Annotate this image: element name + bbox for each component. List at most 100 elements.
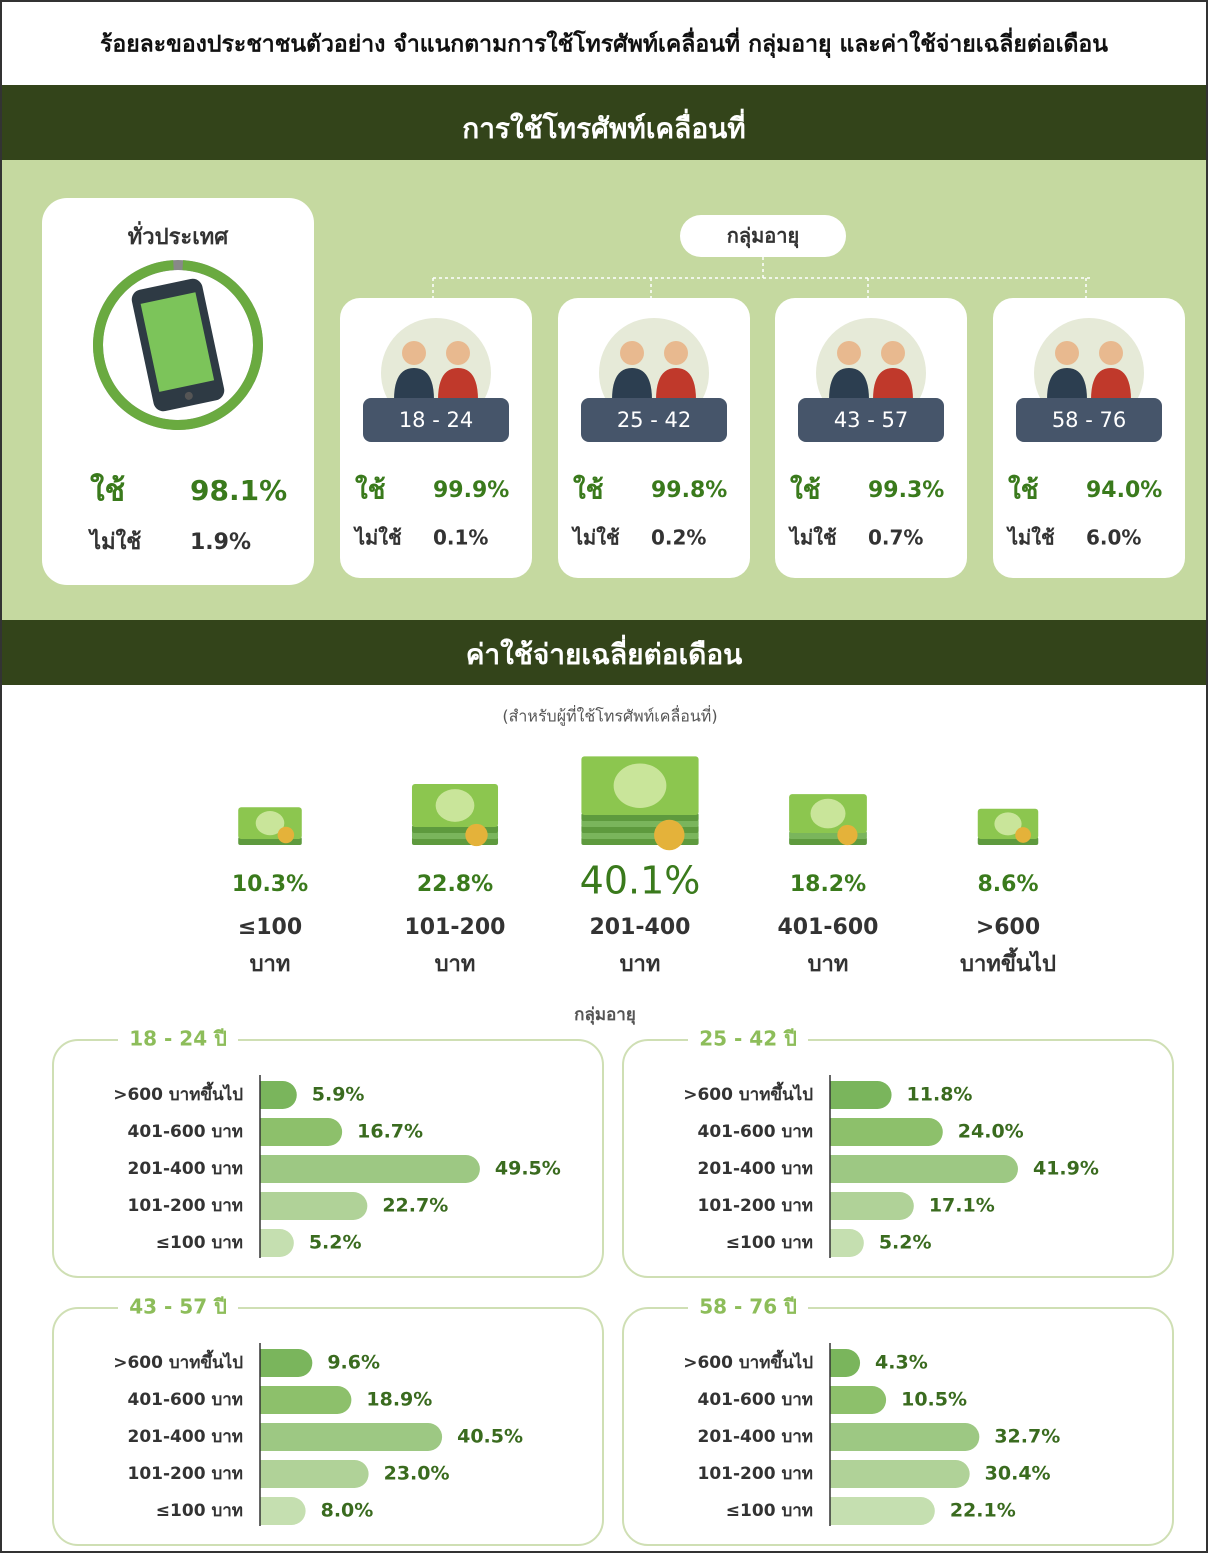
category-label: 201-400 บาท xyxy=(698,1159,814,1179)
spending-unit: บาท xyxy=(808,952,849,977)
bar xyxy=(830,1349,861,1377)
person xyxy=(656,368,696,400)
bar xyxy=(830,1460,970,1488)
bar xyxy=(830,1155,1018,1183)
age-badge xyxy=(798,398,944,442)
coin xyxy=(1015,827,1031,843)
bar xyxy=(830,1192,914,1220)
age-badge-text: 58 - 76 xyxy=(1052,408,1126,432)
category-label: >600 บาทขึ้นไป xyxy=(683,1081,813,1105)
nonuse-value: 6.0% xyxy=(1086,526,1141,550)
value-label: 32.7% xyxy=(994,1426,1060,1448)
spending-value: 22.8% xyxy=(417,872,493,897)
person-head xyxy=(664,341,688,365)
nonuse-value: 0.2% xyxy=(651,526,706,550)
value-label: 16.7% xyxy=(357,1121,423,1143)
person-head xyxy=(620,341,644,365)
bar xyxy=(260,1497,306,1525)
money-icon xyxy=(977,808,1039,845)
bill-mark xyxy=(994,812,1022,836)
use-label: ใช้ xyxy=(790,475,820,506)
age-pill xyxy=(680,215,846,257)
bar xyxy=(260,1118,343,1146)
age-badge-text: 18 - 24 xyxy=(399,408,473,432)
use-label: ใช้ xyxy=(573,475,603,506)
money-icon xyxy=(238,807,302,845)
title-bg xyxy=(118,1294,238,1322)
spending-range: 401-600 xyxy=(778,915,879,940)
category-label: ≤100 บาท xyxy=(726,1233,813,1253)
ring-use xyxy=(93,260,263,430)
bar xyxy=(260,1229,294,1257)
spending-value: 18.2% xyxy=(790,872,866,897)
bar xyxy=(830,1497,935,1525)
bar xyxy=(260,1423,443,1451)
person-head xyxy=(446,341,470,365)
bar xyxy=(260,1155,480,1183)
person-head xyxy=(402,341,426,365)
bar xyxy=(260,1192,368,1220)
person xyxy=(438,368,478,400)
chart-title: 58 - 76 ปี xyxy=(699,1295,797,1319)
nonuse-label: ไม่ใช้ xyxy=(88,528,141,555)
value-label: 41.9% xyxy=(1033,1158,1099,1180)
category-label: 201-400 บาท xyxy=(128,1159,244,1179)
value-label: 30.4% xyxy=(985,1463,1051,1485)
nonuse-label: ไม่ใช้ xyxy=(353,526,402,550)
category-label: 101-200 บาท xyxy=(698,1196,814,1216)
person-head xyxy=(837,341,861,365)
category-label: 401-600 บาท xyxy=(128,1122,244,1142)
category-label: 401-600 บาท xyxy=(128,1390,244,1410)
value-label: 5.2% xyxy=(309,1232,362,1254)
chart-title: 43 - 57 ปี xyxy=(129,1295,227,1319)
age-badge xyxy=(581,398,727,442)
age-label: กลุ่มอายุ xyxy=(574,1005,636,1025)
note: (สำหรับผู้ที่ใช้โทรศัพท์เคลื่อนที่) xyxy=(502,705,717,727)
category-label: 201-400 บาท xyxy=(698,1427,814,1447)
category-label: 101-200 บาท xyxy=(128,1196,244,1216)
nonuse-label: ไม่ใช้ xyxy=(1006,526,1055,550)
use-value: 99.8% xyxy=(651,478,727,503)
spending-unit: บาท xyxy=(435,952,476,977)
value-label: 4.3% xyxy=(875,1352,928,1374)
coin xyxy=(277,826,295,844)
value-label: 5.9% xyxy=(312,1084,365,1106)
spending-range: 201-400 xyxy=(590,915,691,940)
section-heading: การใช้โทรศัพท์เคลื่อนที่ xyxy=(462,108,746,145)
bill-mark xyxy=(810,798,846,829)
title: ร้อยละของประชาชนตัวอย่าง จำแนกตามการใช้โ… xyxy=(100,27,1108,59)
spending-value: 8.6% xyxy=(977,872,1038,897)
money-icon xyxy=(581,756,699,851)
value-label: 49.5% xyxy=(495,1158,561,1180)
value-label: 5.2% xyxy=(879,1232,932,1254)
spending-unit: บาท xyxy=(250,952,291,977)
spending-range: >600 xyxy=(976,915,1040,940)
category-label: ≤100 บาท xyxy=(156,1501,243,1521)
phone-button xyxy=(184,391,193,400)
use-label: ใช้ xyxy=(355,475,385,506)
age-badge-text: 25 - 42 xyxy=(617,408,691,432)
chart-title: 18 - 24 ปี xyxy=(129,1027,227,1051)
title-bg xyxy=(118,1026,238,1054)
bar xyxy=(260,1081,297,1109)
value-label: 22.1% xyxy=(950,1500,1016,1522)
nonuse-value: 0.1% xyxy=(433,526,488,550)
title-bg xyxy=(688,1294,808,1322)
person xyxy=(394,368,434,400)
section-header xyxy=(2,85,1206,160)
national-label: ทั่วประเทศ xyxy=(128,220,229,250)
person xyxy=(829,368,869,400)
use-value: 99.9% xyxy=(433,478,509,503)
coin xyxy=(837,824,858,846)
category-label: 101-200 บาท xyxy=(698,1464,814,1484)
bar xyxy=(830,1423,980,1451)
value-label: 8.0% xyxy=(321,1500,374,1522)
category-label: 401-600 บาท xyxy=(698,1122,814,1142)
category-label: >600 บาทขึ้นไป xyxy=(113,1081,243,1105)
phone-screen xyxy=(140,292,215,392)
spending-range: 101-200 xyxy=(405,915,506,940)
person xyxy=(873,368,913,400)
person xyxy=(612,368,652,400)
money-icon xyxy=(411,783,499,847)
nonuse-value: 1.9% xyxy=(190,530,251,555)
